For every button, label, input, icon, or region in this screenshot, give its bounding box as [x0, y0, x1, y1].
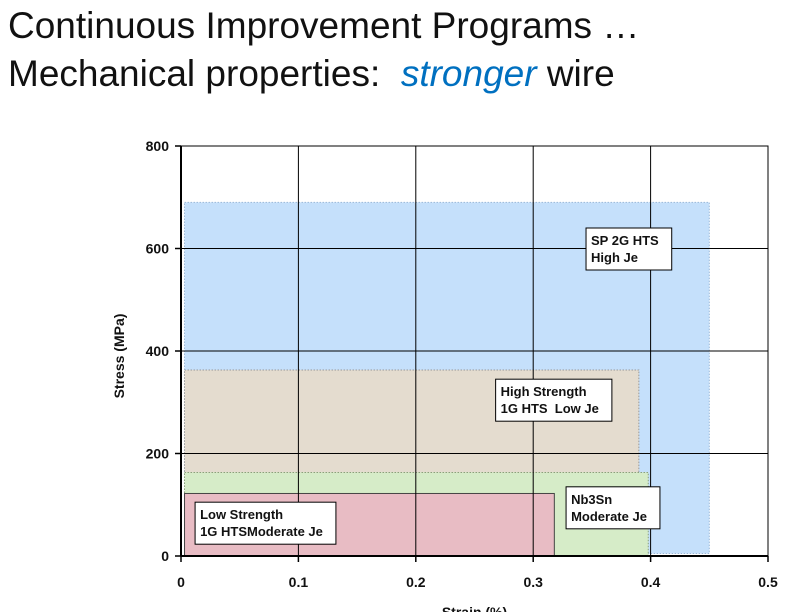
region-label-high-strength-1g-hts: High Strength 1G HTS Low Je: [495, 378, 613, 422]
region-label-box: [565, 486, 661, 530]
axes-layer: 0 200 400 600 800 0 0.1 0.2 0.3 0.4 0.5 Stress (MPa…: [111, 138, 778, 612]
y-axis-title: Stress (MPa): [111, 314, 127, 399]
y-tick-label: 0: [161, 548, 169, 564]
y-tick-label: 400: [146, 343, 170, 359]
x-tick-label: 0: [177, 574, 185, 590]
region-label-nb3sn: Nb3Sn Moderate Je: [565, 486, 661, 530]
y-tick-label: 800: [146, 138, 170, 154]
x-tick-label: 0.1: [289, 574, 309, 590]
region-label-box: [194, 501, 337, 545]
region-labels-layer: SP 2G HTS High Je High Strength 1G HTS Low …: [194, 227, 673, 545]
x-tick-label: 0.5: [758, 574, 778, 590]
region-label-low-strength-1g-hts: Low Strength 1G HTSModerate Je: [194, 501, 337, 545]
region-label-text: High Strength: [501, 384, 587, 399]
title-line-2-suffix: wire: [536, 53, 615, 94]
x-axis-title: Strain (%): [442, 604, 507, 612]
title-line-2: Mechanical properties: stronger wire: [8, 50, 639, 98]
title-line-1: Continuous Improvement Programs …: [8, 5, 640, 46]
x-tick-label: 0.2: [406, 574, 426, 590]
region-label-box: [495, 378, 613, 422]
x-tick-label: 0.4: [641, 574, 661, 590]
region-label-text: High Je: [591, 250, 638, 265]
region-label-box: [585, 227, 673, 271]
slide-title: Continuous Improvement Programs … Mechan…: [8, 2, 639, 98]
region-label-sp-2g-hts: SP 2G HTS High Je: [585, 227, 673, 271]
region-label-text: 1G HTS Low Je: [501, 401, 599, 416]
x-tick-label: 0.3: [523, 574, 543, 590]
title-line-2-prefix: Mechanical properties:: [8, 53, 401, 94]
region-label-text: Low Strength: [200, 507, 283, 522]
region-label-text: 1G HTSModerate Je: [200, 524, 323, 539]
y-tick-label: 600: [146, 241, 170, 257]
title-accent-word: stronger: [400, 53, 537, 94]
region-label-text: Nb3Sn: [571, 492, 612, 507]
region-label-text: Moderate Je: [571, 509, 647, 524]
region-label-text: SP 2G HTS: [591, 233, 659, 248]
y-tick-label: 200: [146, 446, 170, 462]
